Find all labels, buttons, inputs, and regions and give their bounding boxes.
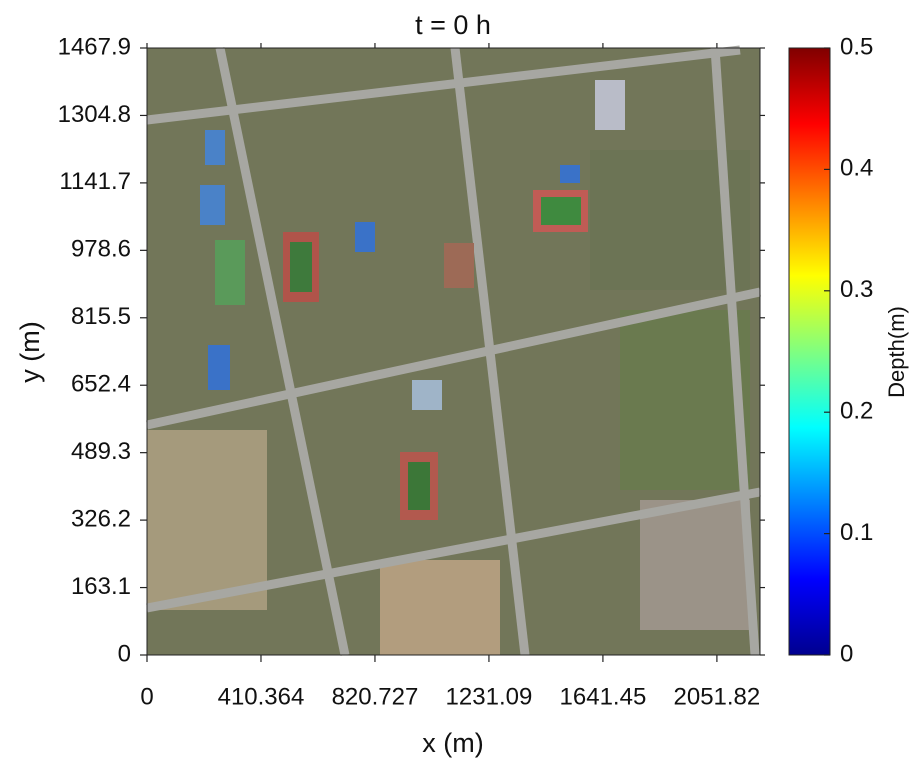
chart: t = 0 h x (m) y (m) Depth(m) 0 410.364 820… [0,0,920,771]
y-tick-label: 489.3 [71,438,131,465]
colorbar-tick-label: 0.4 [840,155,873,182]
chart-title: t = 0 h [415,10,491,40]
y-tick-label: 815.5 [71,303,131,330]
colorbar-label: Depth(m) [884,306,909,398]
y-tick-label: 1304.8 [58,101,131,128]
x-tick-label: 2051.82 [674,683,761,710]
y-tick-label: 978.6 [71,236,131,263]
x-tick-label: 410.364 [218,683,305,710]
colorbar-tick-label: 0.1 [840,519,873,546]
y-axis-label: y (m) [15,321,45,382]
colorbar-tick-label: 0.5 [840,33,873,60]
colorbar-tick-label: 0.3 [840,276,873,303]
y-tick-label: 1141.7 [59,168,131,195]
x-tick-label: 1231.09 [446,683,533,710]
x-tick-label: 1641.45 [560,683,647,710]
aerial-image [147,48,760,655]
x-tick-label: 820.727 [332,683,419,710]
y-tick-label: 652.4 [71,371,131,398]
x-tick-label: 0 [140,683,153,710]
y-tick-label: 326.2 [71,505,131,532]
x-axis-label: x (m) [422,728,483,758]
y-tick-label: 1467.9 [58,33,131,60]
y-tick-label: 163.1 [71,573,131,600]
colorbar [789,48,830,655]
colorbar-tick-label: 0 [840,640,853,667]
colorbar-tick-label: 0.2 [840,398,873,425]
y-tick-label: 0 [118,640,131,667]
